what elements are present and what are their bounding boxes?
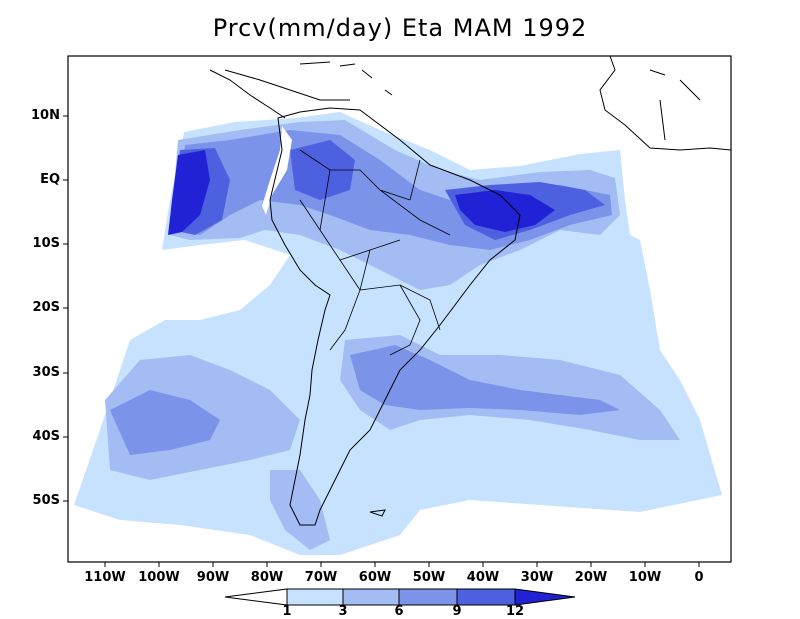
contour-6-9-plata xyxy=(350,345,620,415)
colorbar-seg-3 xyxy=(398,588,458,606)
lon-label: 0 xyxy=(694,570,704,585)
colorbar-label: 3 xyxy=(338,604,348,619)
colorbar-label: 12 xyxy=(505,604,525,619)
falkland-islands xyxy=(369,509,386,517)
colorbar-seg-0 xyxy=(224,588,288,606)
south-america-coastline xyxy=(269,107,521,526)
map-title: Prcv(mm/day) Eta MAM 1992 xyxy=(212,14,588,42)
lon-label: 110W xyxy=(84,570,126,585)
central-america-coastline xyxy=(209,69,350,119)
map-frame xyxy=(67,55,732,563)
africa-coastline xyxy=(599,56,731,151)
colorbar-seg-5 xyxy=(514,588,576,606)
lat-ticks xyxy=(63,115,68,502)
colorbar xyxy=(224,588,576,606)
lat-label: 50S xyxy=(32,493,60,508)
colorbar-seg-2 xyxy=(342,588,400,606)
colorbar-label: 6 xyxy=(394,604,404,619)
country-borders xyxy=(299,149,451,356)
lon-label: 30W xyxy=(520,570,554,585)
contour-layer xyxy=(74,56,731,555)
lat-label: 20S xyxy=(32,300,60,315)
lon-label: 40W xyxy=(466,570,500,585)
colorbar-seg-4 xyxy=(456,588,516,606)
lon-label: 20W xyxy=(574,570,608,585)
lon-label: 70W xyxy=(304,570,338,585)
contour-3-6-patagonia xyxy=(270,470,330,550)
lon-label: 80W xyxy=(250,570,284,585)
colorbar-label: 9 xyxy=(452,604,462,619)
lon-label: 100W xyxy=(138,570,180,585)
lat-label: 10S xyxy=(32,236,60,251)
contour-max xyxy=(168,150,555,235)
lon-label: 60W xyxy=(358,570,392,585)
contour-6-9-chile xyxy=(110,390,220,455)
colorbar-seg-1 xyxy=(286,588,344,606)
lat-label: 30S xyxy=(32,365,60,380)
colorbar-label: 1 xyxy=(282,604,292,619)
lon-label: 90W xyxy=(196,570,230,585)
lat-label: EQ xyxy=(40,172,60,187)
lat-label: 40S xyxy=(32,429,60,444)
lon-ticks xyxy=(104,562,700,567)
caribbean-islands xyxy=(299,61,393,96)
lon-label: 50W xyxy=(412,570,446,585)
lon-label: 10W xyxy=(628,570,662,585)
lat-label: 10N xyxy=(31,108,60,123)
